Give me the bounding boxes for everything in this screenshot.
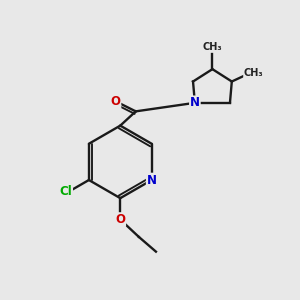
Text: N: N — [147, 173, 157, 187]
Text: CH₃: CH₃ — [244, 68, 263, 78]
Text: O: O — [115, 213, 125, 226]
Text: N: N — [190, 96, 200, 109]
Text: Cl: Cl — [59, 185, 72, 198]
Text: CH₃: CH₃ — [202, 42, 222, 52]
Text: O: O — [110, 95, 121, 108]
